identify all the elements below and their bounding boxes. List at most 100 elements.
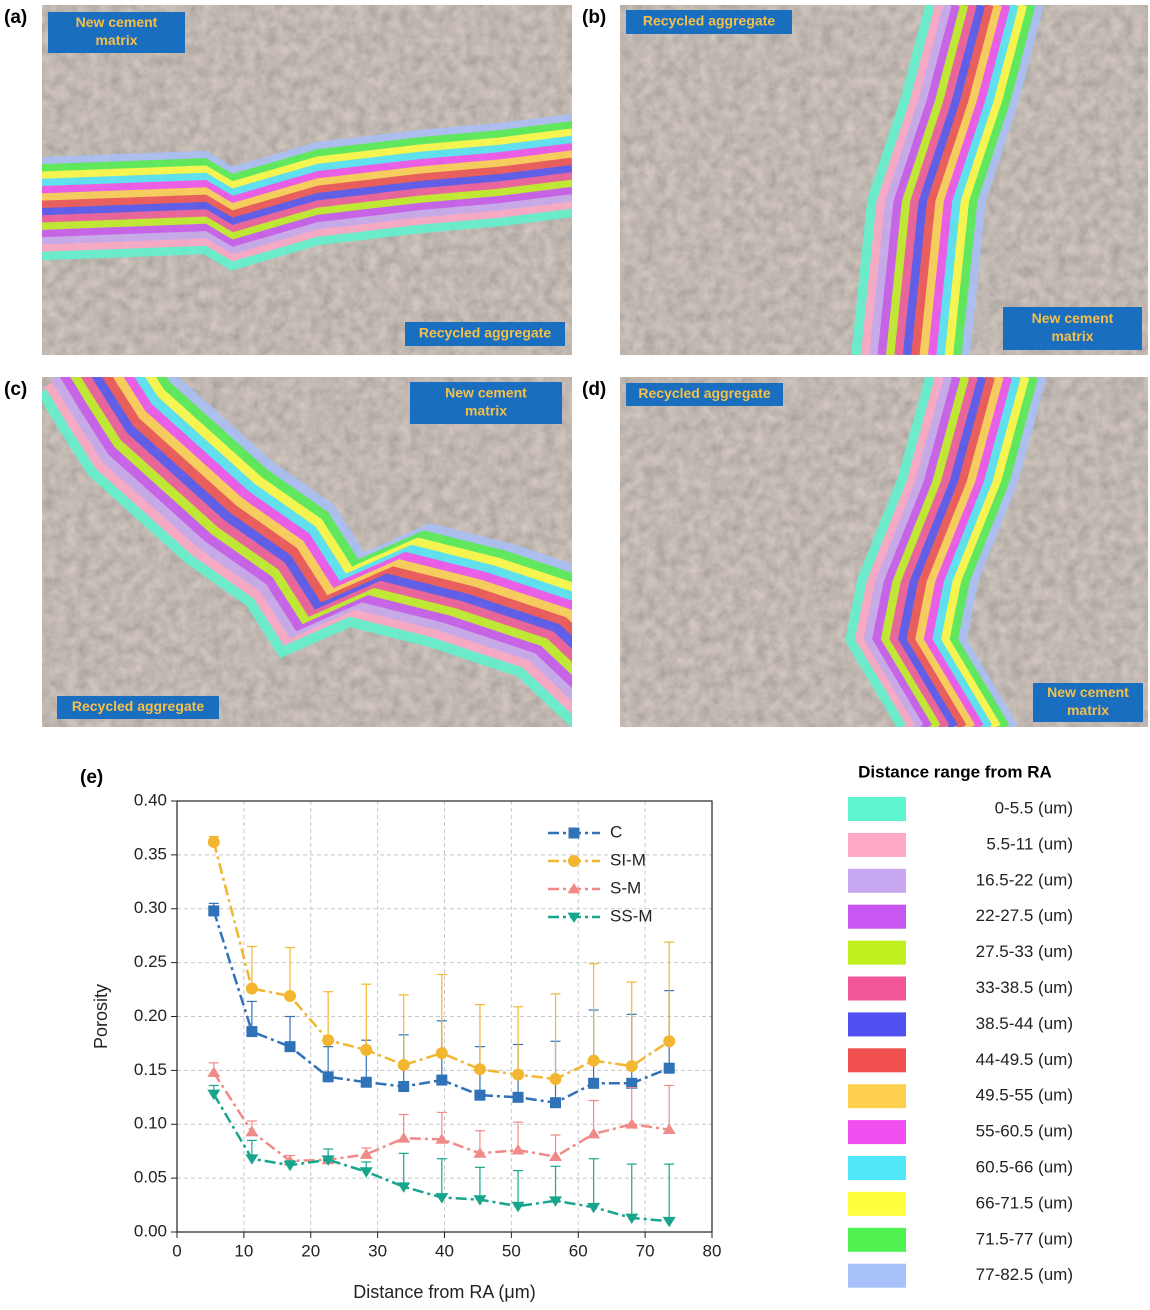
marker: [512, 1069, 524, 1081]
legend-label: SS-M: [610, 906, 653, 925]
label-text: New cement: [76, 14, 158, 30]
distance-label: 38.5-44 (um): [976, 1014, 1073, 1033]
distance-label: 71.5-77 (um): [976, 1229, 1073, 1248]
marker: [588, 1055, 600, 1067]
label-text: Recycled aggregate: [72, 698, 204, 714]
legend-marker: [569, 828, 580, 839]
panel-label: (b): [582, 7, 606, 28]
label-text: New cement: [1032, 310, 1114, 326]
marker: [588, 1078, 599, 1089]
marker: [549, 1151, 562, 1161]
marker: [587, 1203, 600, 1213]
distance-swatch: [848, 941, 906, 965]
marker: [245, 1154, 258, 1164]
x-tick-label: 70: [636, 1241, 655, 1260]
marker: [245, 1126, 258, 1136]
marker: [550, 1073, 562, 1085]
marker: [207, 1066, 220, 1076]
panel-label: (c): [4, 379, 27, 400]
marker: [360, 1044, 372, 1056]
marker: [550, 1097, 561, 1108]
sem-panel: New cement matrix Recycled aggregate: [42, 5, 572, 355]
label-text: matrix: [95, 32, 137, 48]
y-tick-label: 0.15: [134, 1060, 167, 1079]
distance-swatch: [848, 1048, 906, 1072]
marker: [513, 1092, 524, 1103]
marker: [246, 982, 258, 994]
marker: [663, 1035, 675, 1047]
marker: [625, 1118, 638, 1128]
y-tick-label: 0.00: [134, 1221, 167, 1240]
distance-swatch: [848, 1228, 906, 1252]
distance-swatch: [848, 1120, 906, 1144]
marker: [284, 990, 296, 1002]
label-text: New cement: [445, 385, 527, 401]
marker: [208, 836, 220, 848]
marker: [208, 905, 219, 916]
marker: [398, 1081, 409, 1092]
label-text: matrix: [465, 403, 507, 419]
distance-swatch: [848, 905, 906, 929]
marker: [397, 1132, 410, 1142]
label-text: Recycled aggregate: [419, 325, 551, 341]
marker: [626, 1060, 638, 1072]
x-tick-label: 60: [569, 1241, 588, 1260]
distance-label: 5.5-11 (um): [986, 834, 1073, 853]
distance-label: 16.5-22 (um): [976, 870, 1073, 889]
distance-label: 49.5-55 (um): [976, 1086, 1073, 1105]
distance-label: 60.5-66 (um): [976, 1157, 1073, 1176]
distance-swatch: [848, 1012, 906, 1036]
marker: [474, 1063, 486, 1075]
sem-panel: New cement matrix Recycled aggregate: [42, 298, 656, 727]
distance-legend-title: Distance range from RA: [858, 762, 1052, 781]
distance-swatch: [848, 1264, 906, 1288]
distance-label: 77-82.5 (um): [976, 1265, 1073, 1284]
y-tick-label: 0.05: [134, 1168, 167, 1187]
y-tick-label: 0.10: [134, 1114, 167, 1133]
distance-label: 33-38.5 (um): [976, 978, 1073, 997]
distance-label: 66-71.5 (um): [976, 1193, 1073, 1212]
x-axis-label: Distance from RA (μm): [353, 1282, 535, 1302]
marker: [284, 1161, 297, 1171]
marker: [664, 1063, 675, 1074]
distance-label: 0-5.5 (um): [995, 798, 1073, 817]
marker: [361, 1077, 372, 1088]
sem-panel: Recycled aggregateNew cementmatrix: [620, 377, 1148, 727]
y-tick-label: 0.20: [134, 1006, 167, 1025]
panel-label: (d): [582, 379, 606, 400]
distance-label: 27.5-33 (um): [976, 942, 1073, 961]
marker: [285, 1041, 296, 1052]
marker: [398, 1059, 410, 1071]
marker: [360, 1167, 373, 1177]
distance-swatch: [848, 1084, 906, 1108]
series: [208, 836, 675, 1085]
marker: [323, 1071, 334, 1082]
distance-swatch: [848, 977, 906, 1001]
label-text: matrix: [1067, 702, 1109, 718]
label-text: Recycled aggregate: [643, 13, 775, 29]
x-tick-label: 10: [234, 1241, 253, 1260]
distance-swatch: [848, 1192, 906, 1216]
marker: [436, 1047, 448, 1059]
legend-marker: [568, 855, 580, 867]
marker: [587, 1128, 600, 1138]
marker: [435, 1193, 448, 1203]
marker: [322, 1034, 334, 1046]
distance-label: 55-60.5 (um): [976, 1122, 1073, 1141]
chart-title: (e): [80, 767, 103, 788]
distance-swatch: [848, 833, 906, 857]
x-tick-label: 80: [703, 1241, 722, 1260]
distance-swatch: [848, 1156, 906, 1180]
marker: [207, 1090, 220, 1100]
marker: [436, 1075, 447, 1086]
y-tick-label: 0.35: [134, 844, 167, 863]
figure: New cement matrix Recycled aggregate (a) Rec…: [0, 0, 1150, 1310]
legend-label: S-M: [610, 878, 641, 897]
distance-swatch: [848, 797, 906, 821]
label-text: New cement: [1047, 684, 1129, 700]
sem-panel: Recycled aggregateNew cementmatrix: [620, 5, 1148, 355]
panel-label: (a): [4, 7, 27, 28]
distance-label: 22-27.5 (um): [976, 906, 1073, 925]
distance-label: 44-49.5 (um): [976, 1050, 1073, 1069]
x-tick-label: 40: [435, 1241, 454, 1260]
